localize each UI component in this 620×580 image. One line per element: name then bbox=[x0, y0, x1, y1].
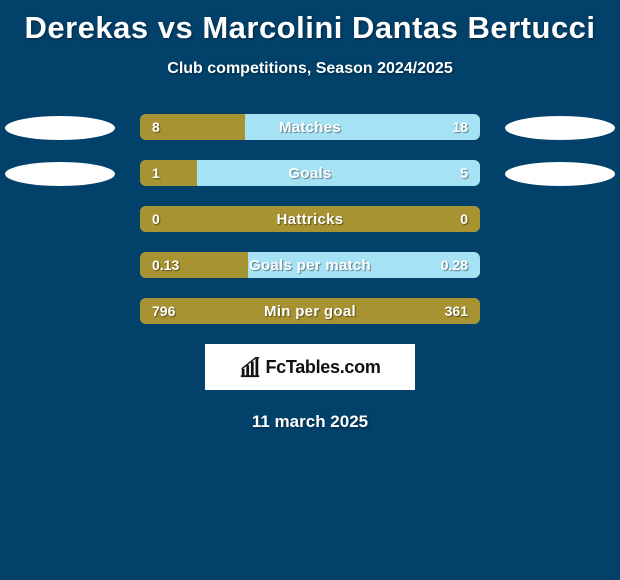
date-text: 11 march 2025 bbox=[0, 412, 620, 432]
stat-bar: 818Matches bbox=[140, 114, 480, 140]
stat-row: 00Hattricks bbox=[0, 206, 620, 232]
player-right-ellipse bbox=[505, 116, 615, 140]
logo-text: FcTables.com bbox=[265, 357, 380, 378]
stat-label: Matches bbox=[140, 114, 480, 140]
stat-row: 0.130.28Goals per match bbox=[0, 252, 620, 278]
stat-row: 818Matches bbox=[0, 114, 620, 140]
player-right-ellipse bbox=[505, 162, 615, 186]
stat-label: Hattricks bbox=[140, 206, 480, 232]
stat-row: 15Goals bbox=[0, 160, 620, 186]
subtitle: Club competitions, Season 2024/2025 bbox=[0, 60, 620, 78]
stats-area: 818Matches 15Goals 00Hattricks 0.130.28Goal… bbox=[0, 114, 620, 324]
stat-bar: 00Hattricks bbox=[140, 206, 480, 232]
stat-bar: 796361Min per goal bbox=[140, 298, 480, 324]
stat-bar: 0.130.28Goals per match bbox=[140, 252, 480, 278]
bar-chart-icon bbox=[239, 356, 261, 378]
player-left-ellipse bbox=[5, 116, 115, 140]
player-left-ellipse bbox=[5, 162, 115, 186]
stat-label: Goals per match bbox=[140, 252, 480, 278]
stat-row: 796361Min per goal bbox=[0, 298, 620, 324]
logo-box: FcTables.com bbox=[205, 344, 415, 390]
page-title: Derekas vs Marcolini Dantas Bertucci bbox=[0, 0, 620, 46]
stat-label: Min per goal bbox=[140, 298, 480, 324]
stat-label: Goals bbox=[140, 160, 480, 186]
stat-bar: 15Goals bbox=[140, 160, 480, 186]
